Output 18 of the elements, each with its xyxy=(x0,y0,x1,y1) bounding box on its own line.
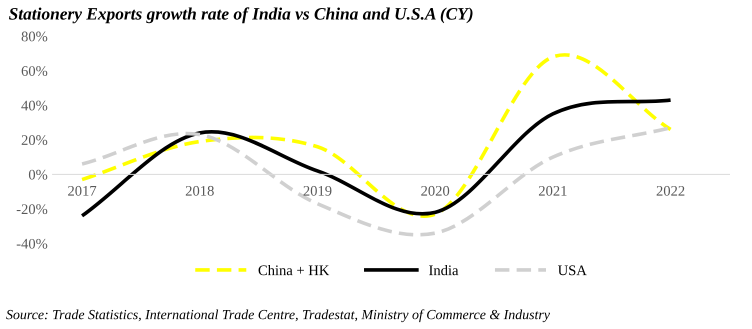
y-tick-label: 80% xyxy=(22,32,48,42)
legend-label: USA xyxy=(558,265,587,276)
y-tick-label: 0% xyxy=(28,170,48,180)
legend-label: India xyxy=(429,264,458,276)
y-tick-label: 40% xyxy=(21,100,48,111)
y-tick-label: 20% xyxy=(22,135,48,146)
x-tick-label: 2019 xyxy=(304,186,332,196)
x-tick-label: 2018 xyxy=(186,186,214,196)
source-note: Source: Trade Statistics, International Trade Centre, Tradestat, Ministry of Commerce & Industry xyxy=(6,309,550,322)
x-tick-label: 2021 xyxy=(538,186,567,196)
y-tick-label: 60% xyxy=(22,66,48,76)
chart-title: Stationery Exports growth rate of India vs China and U.S.A (CY) xyxy=(8,7,473,24)
legend-label: China + HK xyxy=(258,264,330,276)
x-tick-label: 2022 xyxy=(656,186,684,196)
x-tick-label: 2017 xyxy=(68,186,96,196)
x-tick-label: 2020 xyxy=(421,186,450,196)
y-tick-label: -40% xyxy=(16,238,48,249)
y-tick-label: -20% xyxy=(16,204,48,214)
